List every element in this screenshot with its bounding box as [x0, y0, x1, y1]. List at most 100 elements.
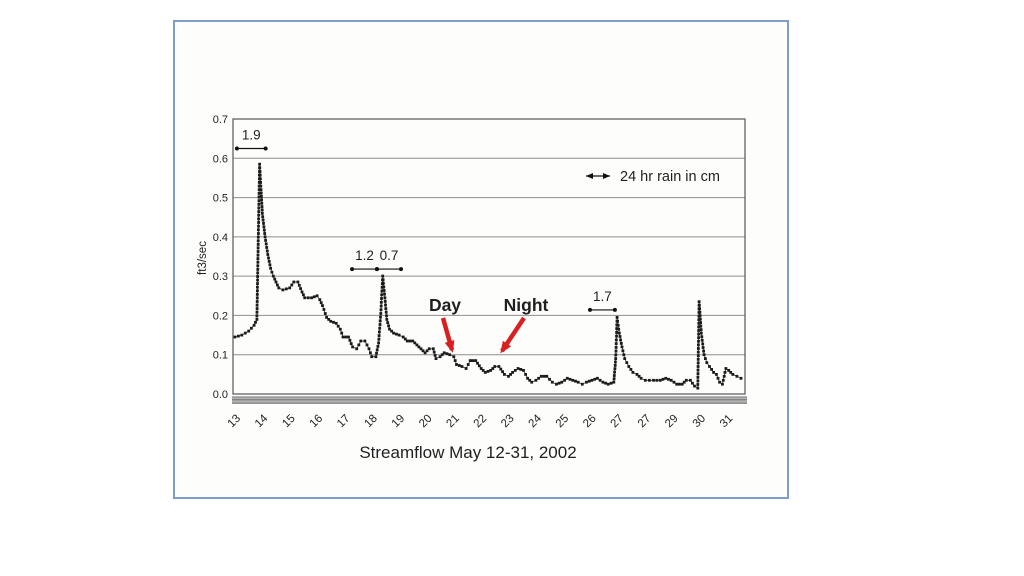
data-point [596, 376, 599, 380]
data-point [453, 359, 457, 362]
data-point [383, 300, 387, 303]
data-point [255, 314, 259, 318]
data-point [735, 374, 739, 378]
data-point [262, 228, 266, 232]
data-point [258, 162, 261, 166]
data-point [260, 211, 264, 215]
data-point [381, 274, 385, 278]
data-point [281, 288, 285, 292]
data-point [261, 215, 265, 219]
rain-amount-label: 1.7 [593, 289, 612, 304]
data-point [257, 199, 261, 203]
data-point [296, 280, 300, 284]
data-point [612, 377, 616, 381]
data-point [260, 201, 264, 205]
data-point [312, 295, 316, 299]
data-point [259, 188, 263, 192]
data-point [474, 359, 478, 362]
data-point [696, 361, 700, 365]
data-point [519, 368, 523, 371]
data-point [669, 378, 673, 382]
data-point [486, 370, 490, 373]
data-point [370, 355, 374, 359]
data-point [256, 243, 260, 246]
data-point [635, 373, 639, 376]
data-point [477, 364, 481, 368]
data-point [357, 343, 361, 347]
data-point [702, 353, 706, 357]
data-point [256, 289, 259, 293]
data-point [614, 346, 618, 349]
data-point [259, 181, 262, 184]
data-point [263, 232, 267, 235]
data-point [708, 365, 711, 368]
data-point [250, 326, 253, 330]
data-point [598, 378, 602, 382]
data-point [614, 349, 618, 353]
data-point [613, 367, 617, 371]
data-point [255, 300, 259, 303]
data-point [604, 381, 607, 385]
data-point [243, 331, 247, 335]
y-tick-label: 0.4 [213, 232, 228, 244]
data-point [262, 225, 266, 229]
data-point [697, 318, 701, 322]
data-point [300, 290, 304, 294]
data-point [237, 334, 240, 338]
legend-arrow-left [586, 173, 593, 179]
x-tick-label: 25 [554, 413, 572, 431]
data-point [257, 217, 260, 221]
data-point [718, 380, 721, 384]
rain-span-left-end [234, 146, 239, 151]
x-tick-label: 30 [691, 413, 709, 431]
data-point [542, 374, 546, 378]
data-point [700, 335, 704, 339]
data-point [329, 319, 333, 323]
data-point [619, 338, 622, 342]
data-point [621, 349, 625, 353]
data-point [560, 380, 564, 384]
data-point [442, 351, 446, 355]
data-point [355, 347, 359, 351]
y-tick-label: 0.2 [213, 310, 228, 322]
data-point [259, 177, 262, 181]
x-tick-label: 16 [308, 413, 326, 431]
rain-annotation: 0.7 [374, 248, 404, 272]
data-point [257, 192, 261, 195]
data-point [380, 285, 384, 289]
data-point [386, 321, 390, 324]
rain-annotation: 1.2 [350, 248, 379, 272]
data-point [318, 298, 322, 302]
data-point [265, 246, 269, 249]
data-point [259, 191, 263, 195]
data-point [257, 188, 261, 192]
data-point [255, 293, 259, 296]
day-callout: Day [429, 295, 461, 353]
data-point [273, 277, 277, 281]
data-point [381, 278, 385, 282]
night-arrow [500, 316, 526, 354]
data-point [365, 343, 369, 347]
data-point [423, 351, 427, 355]
data-point [385, 314, 388, 318]
data-point [383, 296, 387, 300]
data-point [680, 382, 684, 386]
data-point [336, 324, 340, 328]
data-point [613, 364, 617, 367]
data-point [380, 289, 384, 293]
data-point [303, 296, 307, 300]
data-point [403, 337, 407, 341]
data-point [374, 355, 378, 359]
data-point [369, 351, 372, 355]
data-point [263, 235, 267, 239]
data-point [723, 371, 727, 374]
data-point [341, 335, 345, 339]
data-point [455, 363, 458, 366]
data-point [501, 370, 504, 374]
data-point [377, 341, 380, 345]
data-point [452, 355, 456, 359]
data-point [382, 285, 386, 289]
data-point [377, 334, 381, 337]
data-point [539, 374, 543, 378]
data-point [257, 195, 261, 199]
